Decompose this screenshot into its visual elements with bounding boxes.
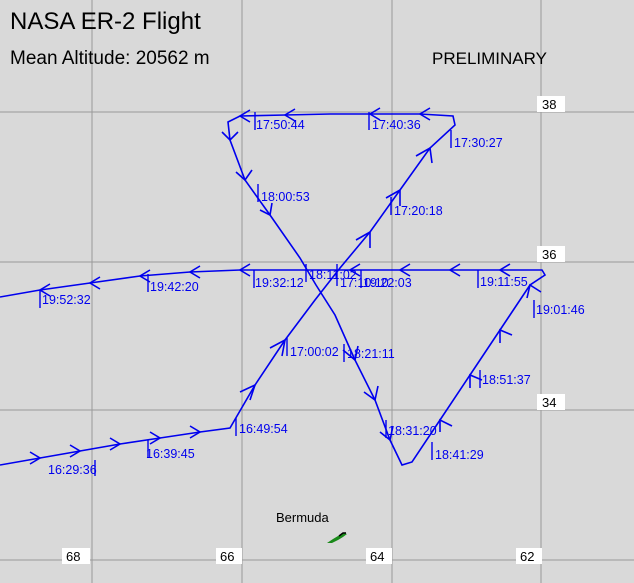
bermuda-outline xyxy=(338,532,346,537)
latitude-label-36: 36 xyxy=(542,247,556,262)
time-label: 19:42:20 xyxy=(150,280,199,294)
longitude-label-68: 68 xyxy=(66,549,80,564)
time-labels: 16:29:36 16:39:45 16:49:54 17:00:02 17:1… xyxy=(42,118,585,477)
time-label: 17:50:44 xyxy=(256,118,305,132)
mean-altitude-label: Mean Altitude: 20562 m xyxy=(10,48,210,69)
time-label: 16:39:45 xyxy=(146,447,195,461)
place-label-bermuda: Bermuda xyxy=(276,510,329,525)
time-label: 17:00:02 xyxy=(290,345,339,359)
longitude-label-64: 64 xyxy=(370,549,384,564)
direction-arrows xyxy=(29,107,542,465)
time-label: 18:11:02 xyxy=(309,268,357,282)
time-label: 19:52:32 xyxy=(42,293,91,307)
time-label: 16:29:36 xyxy=(48,463,97,477)
time-ticks xyxy=(39,112,535,476)
flight-track-line xyxy=(0,113,547,466)
longitude-label-62: 62 xyxy=(520,549,534,564)
time-label: 17:10:10 xyxy=(340,276,389,290)
time-label: 18:51:37 xyxy=(482,373,531,387)
time-label: 18:21:11 xyxy=(347,347,395,361)
latitude-label-34: 34 xyxy=(542,395,556,410)
time-label: 17:30:27 xyxy=(454,136,503,150)
longitude-label-66: 66 xyxy=(220,549,234,564)
time-label: 19:01:46 xyxy=(536,303,585,317)
time-label: 17:20:18 xyxy=(394,204,443,218)
bermuda-island xyxy=(327,533,347,543)
time-label: 18:41:29 xyxy=(435,448,484,462)
map-title: NASA ER-2 Flight xyxy=(10,8,201,35)
latitude-label-38: 38 xyxy=(542,97,556,112)
time-label: 19:11:55 xyxy=(480,275,528,289)
time-label: 18:31:20 xyxy=(388,424,437,438)
time-label: 19:32:12 xyxy=(255,276,304,290)
preliminary-label: PRELIMINARY xyxy=(432,49,547,68)
time-label: 18:00:53 xyxy=(261,190,310,204)
time-label: 19:22:03 xyxy=(363,276,412,290)
time-label: 16:49:54 xyxy=(239,422,288,436)
time-label: 17:40:36 xyxy=(372,118,421,132)
